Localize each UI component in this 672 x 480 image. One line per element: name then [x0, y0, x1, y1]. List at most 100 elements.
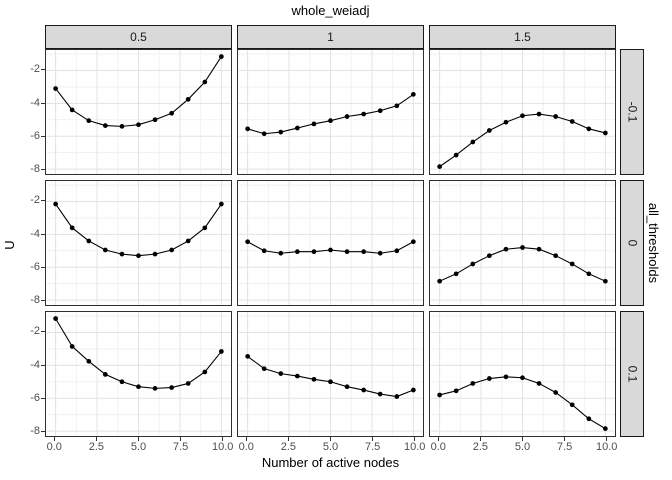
data-point — [586, 126, 592, 132]
data-point — [245, 126, 250, 132]
data-point — [486, 376, 492, 381]
data-point — [245, 354, 250, 359]
data-point — [185, 381, 191, 386]
facet-col-strip-label: 1.5 — [514, 30, 531, 44]
y-tick-label: -6 — [30, 392, 40, 405]
y-tick-label: -2 — [30, 63, 40, 76]
data-point — [569, 402, 575, 408]
x-tick-label: 7.5 — [172, 441, 189, 453]
data-point — [470, 139, 476, 145]
facet-panel-row0.1-col0.5 — [45, 311, 232, 437]
facet-row-strip-0.1: 0.1 — [620, 311, 644, 437]
data-point — [169, 110, 175, 116]
y-tick-mark — [41, 69, 45, 71]
data-point — [520, 245, 525, 250]
data-point — [328, 118, 333, 124]
x-tick-mark — [95, 437, 97, 441]
data-point — [344, 384, 350, 390]
data-points — [245, 239, 416, 256]
data-point — [377, 108, 383, 114]
data-point — [453, 388, 459, 394]
y-tick-label: -6 — [30, 130, 40, 143]
data-point — [261, 131, 267, 137]
data-point — [328, 247, 333, 253]
facet-panel-row0.1-col1.5 — [429, 311, 616, 437]
data-point — [202, 225, 208, 231]
x-tick-mark — [414, 437, 416, 441]
y-tick-label: -8 — [30, 163, 40, 176]
data-point — [136, 384, 141, 390]
x-tick-mark — [564, 437, 566, 441]
data-point — [361, 387, 367, 393]
data-point — [53, 316, 58, 321]
data-points — [245, 92, 416, 137]
data-point — [361, 111, 367, 117]
data-point — [586, 416, 592, 422]
data-point — [603, 426, 608, 431]
facet-panel-row0-col1.5 — [429, 180, 616, 306]
data-point — [294, 125, 300, 131]
data-point — [394, 248, 400, 254]
x-tick-label: 0.0 — [238, 441, 254, 453]
data-point — [536, 381, 542, 386]
data-point — [169, 385, 175, 390]
data-point — [86, 118, 92, 124]
data-point — [437, 392, 442, 398]
data-point — [102, 123, 108, 128]
data-point — [294, 373, 300, 379]
x-tick-label: 2.5 — [472, 441, 489, 453]
data-point — [278, 371, 284, 376]
data-point — [470, 261, 476, 267]
data-points — [437, 245, 608, 284]
data-point — [102, 372, 108, 377]
data-point — [219, 54, 224, 59]
data-point — [119, 379, 125, 385]
x-tick-label: 0.0 — [46, 441, 62, 453]
data-points — [245, 354, 416, 399]
data-point — [569, 119, 575, 124]
facet-row-strip-label: 0 — [625, 239, 639, 247]
data-point — [411, 239, 416, 245]
x-tick-mark — [245, 437, 247, 441]
y-tick-mark — [41, 233, 45, 235]
data-point — [202, 79, 208, 85]
data-point — [294, 249, 300, 255]
data-point — [520, 375, 525, 381]
data-point — [86, 358, 92, 364]
data-point — [119, 124, 125, 129]
facet-col-strip-1: 1 — [237, 25, 424, 49]
y-tick-label: -2 — [30, 194, 40, 207]
data-point — [202, 369, 208, 375]
data-point — [453, 271, 459, 277]
y-tick-label: -4 — [30, 96, 40, 109]
data-point — [453, 152, 459, 158]
data-point — [152, 251, 158, 257]
y-tick-label: -2 — [30, 325, 40, 338]
data-point — [311, 121, 317, 127]
x-tick-label: 5.0 — [514, 441, 531, 453]
y-tick-mark — [41, 169, 45, 171]
facet-row-strip-label: -0.1 — [625, 101, 639, 123]
x-tick-label: 10.0 — [212, 441, 234, 453]
x-tick-mark — [479, 437, 481, 441]
data-point — [311, 376, 317, 382]
data-point — [136, 122, 141, 128]
data-point — [486, 128, 492, 133]
data-point — [328, 379, 333, 385]
x-tick-mark — [522, 437, 523, 441]
y-tick-mark — [41, 136, 45, 138]
data-point — [219, 349, 224, 354]
data-point — [486, 253, 492, 259]
data-point — [53, 201, 58, 207]
gridlines — [238, 312, 423, 436]
x-tick-mark — [372, 437, 374, 441]
data-point — [119, 251, 125, 257]
y-tick-label: -8 — [30, 294, 40, 307]
data-point — [152, 386, 158, 391]
facet-panel-row-0.1-col0.5 — [45, 49, 232, 175]
y-tick-label: -8 — [30, 425, 40, 438]
data-point — [520, 113, 525, 119]
data-point — [152, 117, 158, 123]
facet-col-strip-0.5: 0.5 — [45, 25, 232, 49]
y-tick-mark — [41, 331, 45, 333]
